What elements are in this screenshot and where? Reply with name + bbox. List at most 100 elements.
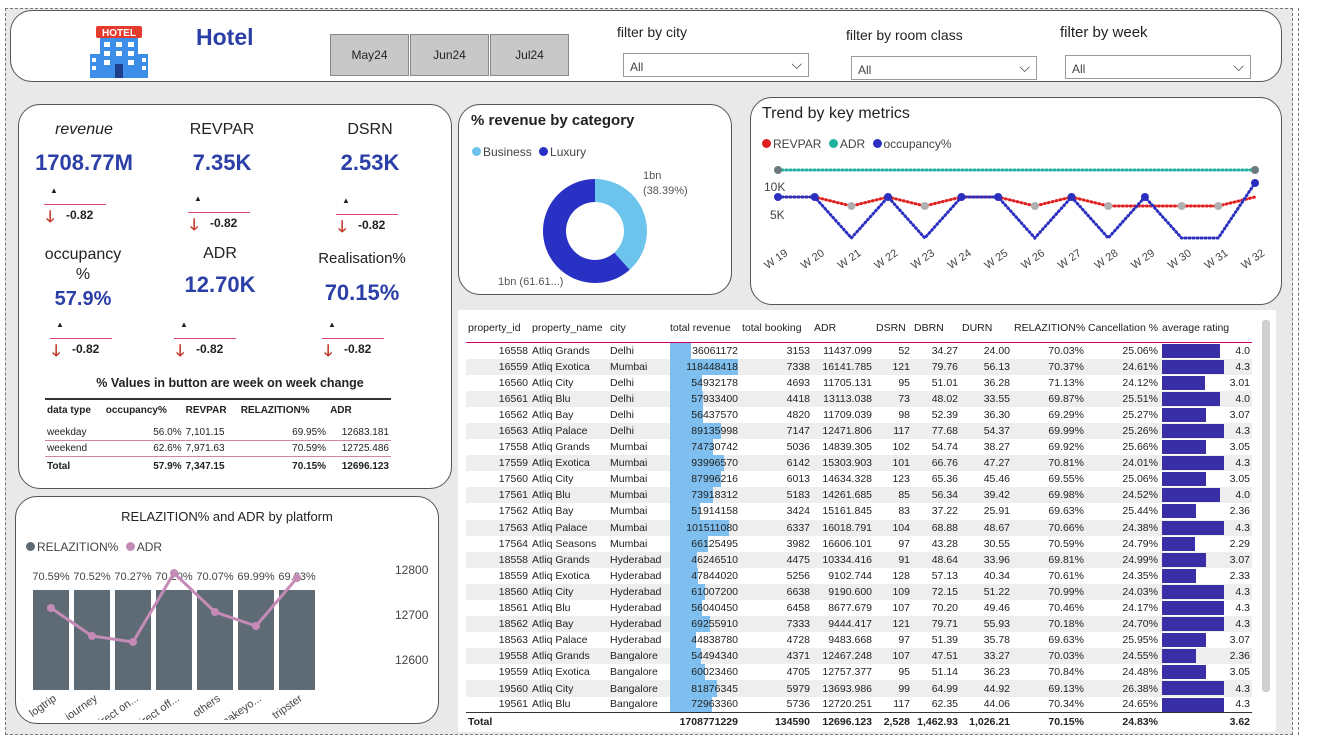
column-header-average-rating[interactable]: average rating [1160, 318, 1252, 343]
table-row[interactable]: 16562 Atliq Bay Delhi 56437570 4820 11709.039… [466, 406, 1252, 423]
column-header-relazition-[interactable]: RELAZITION% [1012, 318, 1086, 343]
arrow-down-icon: 🡓 [46, 209, 55, 226]
trend-legend: REVPAR ADR occupancy% [758, 137, 952, 151]
occupancy-point [774, 193, 782, 201]
table-cell: Mumbai [610, 360, 648, 373]
column-header[interactable]: RELAZITION% [238, 398, 329, 425]
column-header-total-revenue[interactable]: total revenue [668, 318, 740, 343]
column-header[interactable]: data type [45, 398, 104, 425]
table-cell: 4418 [786, 392, 810, 405]
table-row[interactable]: 18559 Atliq Exotica Hyderabad 47844020 5256 9… [466, 567, 1252, 584]
table-row[interactable]: 17559 Atliq Exotica Mumbai 93996570 6142 1530… [466, 455, 1252, 472]
table-cell: 24.61% [1122, 360, 1158, 373]
table-row[interactable]: 17563 Atliq Palace Mumbai 101511080 6337 1601… [466, 519, 1252, 536]
table-row[interactable]: 16558 Atliq Grands Delhi 36061172 3153 11437.… [466, 343, 1252, 359]
trend-line-chart: W 19 W 20 W 21 W 22 W 23 W 24 W 25 W 26 W 27 W 28… [762, 166, 1267, 272]
rating-cell: 2.36 [1160, 648, 1252, 664]
table-cell: 37.22 [931, 505, 958, 518]
rating-databar [1162, 407, 1207, 422]
vertical-scrollbar[interactable] [1298, 8, 1304, 735]
table-cell: 70.46% [1048, 602, 1084, 615]
table-cell: 79.76 [931, 360, 958, 373]
table-row[interactable]: 19558 Atliq Grands Bangalore 54494340 4371 12… [466, 648, 1252, 665]
rating-databar [1162, 617, 1224, 632]
table-cell: 25.95% [1122, 634, 1158, 647]
table-row[interactable]: 19559 Atliq Exotica Bangalore 60023460 4705 1… [466, 664, 1252, 681]
column-header-total-booking[interactable]: total booking [740, 318, 812, 343]
table-row[interactable]: 16563 Atliq Palace Delhi 89135998 7147 12471.… [466, 422, 1252, 440]
week-filter-dropdown[interactable]: All ⌵ [1065, 55, 1251, 79]
occupancy-point [884, 193, 893, 201]
column-header-durn[interactable]: DURN [960, 318, 1012, 343]
column-header-dbrn[interactable]: DBRN [912, 318, 960, 343]
table-cell: 17564 [498, 537, 528, 550]
table-cell: 43.28 [931, 537, 958, 550]
table-cell: 54.74 [931, 441, 958, 454]
column-header-property-name[interactable]: property_name [530, 318, 608, 343]
table-row[interactable]: 18560 Atliq City Hyderabad 61007200 6638 9190… [466, 583, 1252, 600]
arrow-down-icon: 🡓 [176, 343, 185, 360]
column-header-dsrn[interactable]: DSRN [874, 318, 912, 343]
table-row[interactable]: 18563 Atliq Palace Hyderabad 44838780 4728 94… [466, 632, 1252, 649]
bar-label: 70.07% [196, 571, 234, 583]
table-row[interactable]: 18561 Atliq Blu Hyderabad 56040450 6458 8677.… [466, 600, 1252, 617]
city-filter-label: filter by city [617, 24, 688, 40]
table-cell: Atliq City [532, 682, 574, 695]
table-cell: 35.78 [983, 634, 1010, 647]
column-header-city[interactable]: city [608, 318, 668, 343]
trend-xtick: W 22 [872, 247, 900, 272]
table-row[interactable]: 16560 Atliq City Delhi 54932178 4693 11705.13… [466, 374, 1252, 391]
table-row[interactable]: 18558 Atliq Grands Hyderabad 46246510 4475 10… [466, 551, 1252, 568]
column-header[interactable]: ADR [328, 398, 391, 425]
table-row[interactable]: 18562 Atliq Bay Hyderabad 69255910 7333 9444.… [466, 616, 1252, 633]
month-button-may24[interactable]: May24 [330, 34, 409, 76]
table-row[interactable]: 17560 Atliq City Mumbai 87996216 6013 14634.3… [466, 471, 1252, 488]
table-cell: Hyderabad [610, 634, 662, 647]
table-row[interactable]: 17562 Atliq Bay Mumbai 51914158 3424 15161.84… [466, 503, 1252, 520]
table-row[interactable]: 17558 Atliq Grands Mumbai 74730742 5036 14839… [466, 439, 1252, 456]
table-cell: 51.22 [983, 585, 1010, 598]
kpi-adr-change: ▲ 🡓 -0.82 [174, 320, 240, 362]
table-row[interactable]: 16561 Atliq Blu Delhi 57933400 4418 13113.038… [466, 390, 1252, 407]
column-header-adr[interactable]: ADR [812, 318, 874, 343]
table-cell: 70.59% [1048, 537, 1084, 550]
table-cell: 30.55 [983, 537, 1010, 550]
trend-xtick: W 29 [1129, 247, 1157, 272]
month-button-jun24[interactable]: Jun24 [410, 34, 489, 76]
table-cell: Atliq Bay [532, 505, 574, 518]
room-class-filter-dropdown[interactable]: All ⌵ [851, 56, 1037, 80]
table-cell: 5736 [786, 698, 810, 711]
table-cell: 25.27% [1122, 408, 1158, 421]
column-header[interactable]: occupancy% [103, 398, 184, 425]
table-cell: 16606.101 [822, 537, 872, 550]
revenue-cell: 36061172 [668, 343, 740, 359]
rating-databar [1162, 552, 1207, 567]
column-header[interactable]: REVPAR [183, 398, 239, 425]
table-scrollbar[interactable] [1262, 320, 1270, 692]
month-button-jul24[interactable]: Jul24 [490, 34, 569, 76]
table-cell: 24.12% [1122, 376, 1158, 389]
total-cell: 1708771229 [668, 712, 740, 731]
city-filter-dropdown[interactable]: All ⌵ [623, 53, 809, 77]
trend-card [750, 97, 1282, 305]
table-row[interactable]: 19561 Atliq Blu Bangalore 72963360 5736 12720… [466, 696, 1252, 713]
kpi-dsrn-value: 2.53K [340, 150, 400, 175]
table-cell: 16561 [498, 392, 528, 405]
table-row[interactable]: 16559 Atliq Exotica Mumbai 118448418 7338 161… [466, 358, 1252, 375]
table-row[interactable]: 17564 Atliq Seasons Mumbai 66125495 3982 1660… [466, 535, 1252, 552]
table-row[interactable]: 19560 Atliq City Bangalore 81876345 5979 1369… [466, 680, 1252, 697]
kpi-realisation-change: ▲ 🡓 -0.82 [322, 320, 388, 362]
column-header-property-id[interactable]: property_id [466, 318, 530, 343]
platform-xtick: others [191, 692, 223, 720]
table-cell: 36.28 [983, 376, 1010, 389]
column-header-cancellation-[interactable]: Cancellation % [1086, 318, 1160, 343]
revenue-cell: 54932178 [668, 374, 740, 391]
revenue-databar [670, 583, 706, 600]
table-cell: 4475 [786, 553, 810, 566]
revenue-cell: 60023460 [668, 664, 740, 681]
table-row[interactable]: 17561 Atliq Blu Mumbai 73918312 5183 14261.68… [466, 487, 1252, 504]
table-cell: 24.00 [983, 344, 1010, 357]
table-cell: Hyderabad [610, 618, 662, 631]
donut-label-luxury: 1bn (61.61...) [498, 276, 564, 288]
table-cell: 19558 [498, 650, 528, 663]
